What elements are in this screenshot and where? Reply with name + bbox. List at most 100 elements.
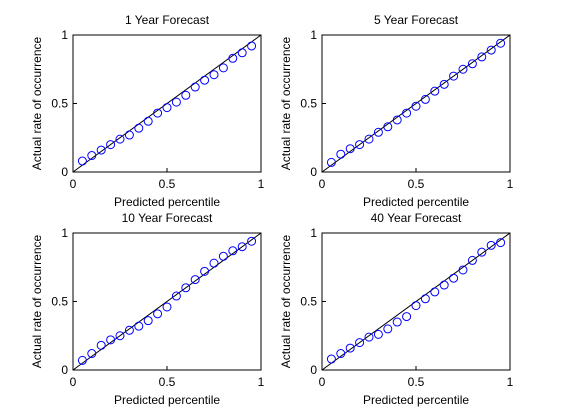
- data-point: [477, 52, 487, 62]
- data-point: [143, 316, 153, 326]
- data-point: [134, 321, 144, 331]
- data-point: [364, 332, 374, 342]
- data-point: [383, 122, 393, 132]
- data-point: [355, 140, 365, 150]
- x-tick-label: 0: [319, 375, 326, 389]
- x-axis-label: Predicted percentile: [114, 393, 220, 407]
- reference-diagonal: [321, 34, 511, 173]
- x-tick-label: 0: [70, 375, 77, 389]
- x-tick-label: 0: [70, 177, 77, 191]
- x-tick-label: 1: [507, 375, 514, 389]
- y-tick-label: 1: [310, 28, 317, 42]
- x-tick-label: 0: [319, 177, 326, 191]
- data-point: [439, 79, 449, 89]
- y-axis-label: Actual rate of occurrence: [279, 234, 293, 368]
- data-point: [77, 355, 87, 365]
- chart-title: 1 Year Forecast: [125, 13, 210, 27]
- data-point: [449, 273, 459, 283]
- data-point: [106, 335, 116, 345]
- scatter-markers: [77, 236, 257, 365]
- data-point: [449, 71, 459, 81]
- scatter-markers: [326, 38, 506, 167]
- data-point: [402, 108, 412, 118]
- data-point: [124, 130, 134, 140]
- data-point: [373, 127, 383, 137]
- panel-5-year-forecast: 5 Year Forecast 0 0.5 1 0 0.5 1 Predicte…: [279, 13, 514, 209]
- data-point: [162, 103, 172, 113]
- data-point: [143, 116, 153, 126]
- data-point: [247, 236, 257, 246]
- x-tick-label: 1: [507, 177, 514, 191]
- panel-10-year-forecast: 10 Year Forecast 0 0.5 1 0 0.5 1 Predict…: [30, 211, 265, 407]
- data-point: [106, 140, 116, 150]
- x-tick-label: 0.5: [408, 177, 425, 191]
- y-tick-label: 0.5: [51, 295, 68, 309]
- x-tick-label: 0.5: [159, 177, 176, 191]
- reference-diagonal: [72, 232, 262, 371]
- data-point: [115, 331, 125, 341]
- data-point: [420, 294, 430, 304]
- reference-line: [72, 232, 262, 371]
- data-point: [162, 302, 172, 312]
- y-tick-label: 0: [61, 363, 68, 377]
- y-tick-label: 0.5: [300, 97, 317, 111]
- y-tick-label: 1: [61, 226, 68, 240]
- data-point: [496, 238, 506, 248]
- data-point: [77, 156, 87, 166]
- data-point: [439, 280, 449, 290]
- data-point: [411, 101, 421, 111]
- data-point: [96, 145, 106, 155]
- data-point: [247, 41, 257, 51]
- data-point: [190, 82, 200, 92]
- data-point: [458, 265, 468, 275]
- data-point: [392, 115, 402, 125]
- data-point: [496, 38, 506, 48]
- data-point: [430, 287, 440, 297]
- data-point: [209, 70, 219, 80]
- data-point: [124, 325, 134, 335]
- data-point: [209, 258, 219, 268]
- data-point: [411, 301, 421, 311]
- y-axis-label: Actual rate of occurrence: [30, 36, 44, 170]
- data-point: [153, 108, 163, 118]
- x-tick-label: 1: [258, 375, 265, 389]
- chart-title: 5 Year Forecast: [374, 13, 459, 27]
- data-point: [467, 255, 477, 265]
- data-point: [228, 246, 238, 256]
- data-point: [373, 329, 383, 339]
- data-point: [467, 59, 477, 69]
- data-point: [87, 349, 97, 359]
- scatter-markers: [326, 238, 506, 364]
- data-point: [218, 63, 228, 73]
- data-point: [237, 242, 247, 252]
- data-point: [200, 75, 210, 85]
- chart-title: 40 Year Forecast: [371, 211, 462, 225]
- data-point: [383, 324, 393, 334]
- data-point: [486, 240, 496, 250]
- data-point: [171, 291, 181, 301]
- data-point: [355, 338, 365, 348]
- data-point: [96, 340, 106, 350]
- data-point: [345, 144, 355, 154]
- data-point: [326, 354, 336, 364]
- data-point: [430, 86, 440, 96]
- data-point: [134, 123, 144, 133]
- data-point: [228, 53, 238, 63]
- data-point: [181, 283, 191, 293]
- data-point: [486, 45, 496, 55]
- data-point: [200, 266, 210, 276]
- x-tick-label: 0.5: [159, 375, 176, 389]
- y-tick-label: 0.5: [51, 97, 68, 111]
- panel-1-year-forecast: 1 Year Forecast 0 0.5 1 0 0.5 1 Predicte…: [30, 13, 265, 209]
- y-axis-label: Actual rate of occurrence: [279, 36, 293, 170]
- data-point: [392, 317, 402, 327]
- x-axis-label: Predicted percentile: [363, 195, 469, 209]
- data-point: [115, 134, 125, 144]
- y-tick-label: 0.5: [300, 295, 317, 309]
- data-point: [218, 251, 228, 261]
- x-tick-label: 0.5: [408, 375, 425, 389]
- panel-40-year-forecast: 40 Year Forecast 0 0.5 1 0 0.5 1 Predict…: [279, 211, 514, 407]
- data-point: [171, 97, 181, 107]
- data-point: [402, 312, 412, 322]
- x-axis-label: Predicted percentile: [114, 195, 220, 209]
